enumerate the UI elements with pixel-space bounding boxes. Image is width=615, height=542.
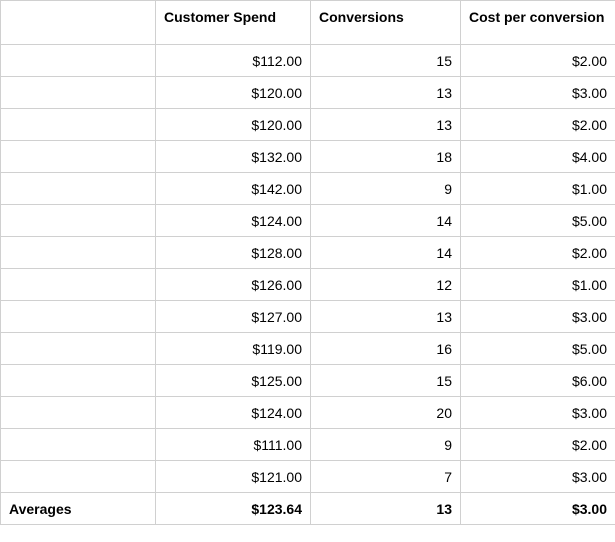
- cell-spend: $125.00: [156, 365, 311, 397]
- table-row: $127.0013$3.00: [1, 301, 615, 333]
- cell-cpc: $3.00: [461, 301, 615, 333]
- cell-cpc: $4.00: [461, 141, 615, 173]
- cell-spend: $126.00: [156, 269, 311, 301]
- cell-conversions: 16: [311, 333, 461, 365]
- cell-spend: $121.00: [156, 461, 311, 493]
- cell-conversions: 13: [311, 77, 461, 109]
- cell-spend: $124.00: [156, 205, 311, 237]
- col-header-label: [1, 1, 156, 45]
- cell-cpc: $5.00: [461, 205, 615, 237]
- summary-cpc: $3.00: [461, 493, 615, 525]
- table-row: $119.0016$5.00: [1, 333, 615, 365]
- summary-label: Averages: [1, 493, 156, 525]
- cell-label: [1, 237, 156, 269]
- table-body: $112.0015$2.00$120.0013$3.00$120.0013$2.…: [1, 45, 615, 525]
- table-row: $132.0018$4.00: [1, 141, 615, 173]
- cell-label: [1, 397, 156, 429]
- cell-cpc: $5.00: [461, 333, 615, 365]
- cell-conversions: 13: [311, 109, 461, 141]
- table-row: $120.0013$3.00: [1, 77, 615, 109]
- data-table: Customer Spend Conversions Cost per conv…: [0, 0, 615, 525]
- cell-spend: $120.00: [156, 77, 311, 109]
- cell-cpc: $1.00: [461, 269, 615, 301]
- cell-label: [1, 205, 156, 237]
- cell-label: [1, 77, 156, 109]
- cell-label: [1, 429, 156, 461]
- cell-conversions: 9: [311, 429, 461, 461]
- cell-conversions: 12: [311, 269, 461, 301]
- col-header-conversions: Conversions: [311, 1, 461, 45]
- cell-cpc: $6.00: [461, 365, 615, 397]
- cell-spend: $127.00: [156, 301, 311, 333]
- cell-spend: $132.00: [156, 141, 311, 173]
- cell-conversions: 20: [311, 397, 461, 429]
- summary-conversions: 13: [311, 493, 461, 525]
- cell-conversions: 9: [311, 173, 461, 205]
- cell-conversions: 15: [311, 365, 461, 397]
- table-row: $125.0015$6.00: [1, 365, 615, 397]
- table-row: $124.0020$3.00: [1, 397, 615, 429]
- cell-spend: $112.00: [156, 45, 311, 77]
- cell-cpc: $1.00: [461, 173, 615, 205]
- table-row: $120.0013$2.00: [1, 109, 615, 141]
- cell-cpc: $2.00: [461, 45, 615, 77]
- cell-label: [1, 109, 156, 141]
- table-row: $121.007$3.00: [1, 461, 615, 493]
- cell-cpc: $3.00: [461, 461, 615, 493]
- table-row: $142.009$1.00: [1, 173, 615, 205]
- summary-row: Averages$123.6413$3.00: [1, 493, 615, 525]
- table-row: $126.0012$1.00: [1, 269, 615, 301]
- cell-spend: $124.00: [156, 397, 311, 429]
- cell-spend: $120.00: [156, 109, 311, 141]
- cell-spend: $128.00: [156, 237, 311, 269]
- cell-spend: $111.00: [156, 429, 311, 461]
- cell-label: [1, 141, 156, 173]
- table-row: $124.0014$5.00: [1, 205, 615, 237]
- cell-conversions: 7: [311, 461, 461, 493]
- table-row: $128.0014$2.00: [1, 237, 615, 269]
- cell-cpc: $3.00: [461, 397, 615, 429]
- header-row: Customer Spend Conversions Cost per conv…: [1, 1, 615, 45]
- cell-label: [1, 173, 156, 205]
- cell-cpc: $2.00: [461, 237, 615, 269]
- cell-label: [1, 301, 156, 333]
- cell-conversions: 14: [311, 205, 461, 237]
- cell-cpc: $2.00: [461, 109, 615, 141]
- cell-label: [1, 45, 156, 77]
- cell-conversions: 18: [311, 141, 461, 173]
- cell-label: [1, 461, 156, 493]
- cell-cpc: $2.00: [461, 429, 615, 461]
- col-header-cpc: Cost per conversion: [461, 1, 615, 45]
- cell-label: [1, 269, 156, 301]
- summary-spend: $123.64: [156, 493, 311, 525]
- cell-conversions: 14: [311, 237, 461, 269]
- cell-label: [1, 365, 156, 397]
- table-row: $111.009$2.00: [1, 429, 615, 461]
- cell-spend: $142.00: [156, 173, 311, 205]
- cell-cpc: $3.00: [461, 77, 615, 109]
- cell-conversions: 13: [311, 301, 461, 333]
- cell-label: [1, 333, 156, 365]
- table-row: $112.0015$2.00: [1, 45, 615, 77]
- col-header-spend: Customer Spend: [156, 1, 311, 45]
- cell-conversions: 15: [311, 45, 461, 77]
- cell-spend: $119.00: [156, 333, 311, 365]
